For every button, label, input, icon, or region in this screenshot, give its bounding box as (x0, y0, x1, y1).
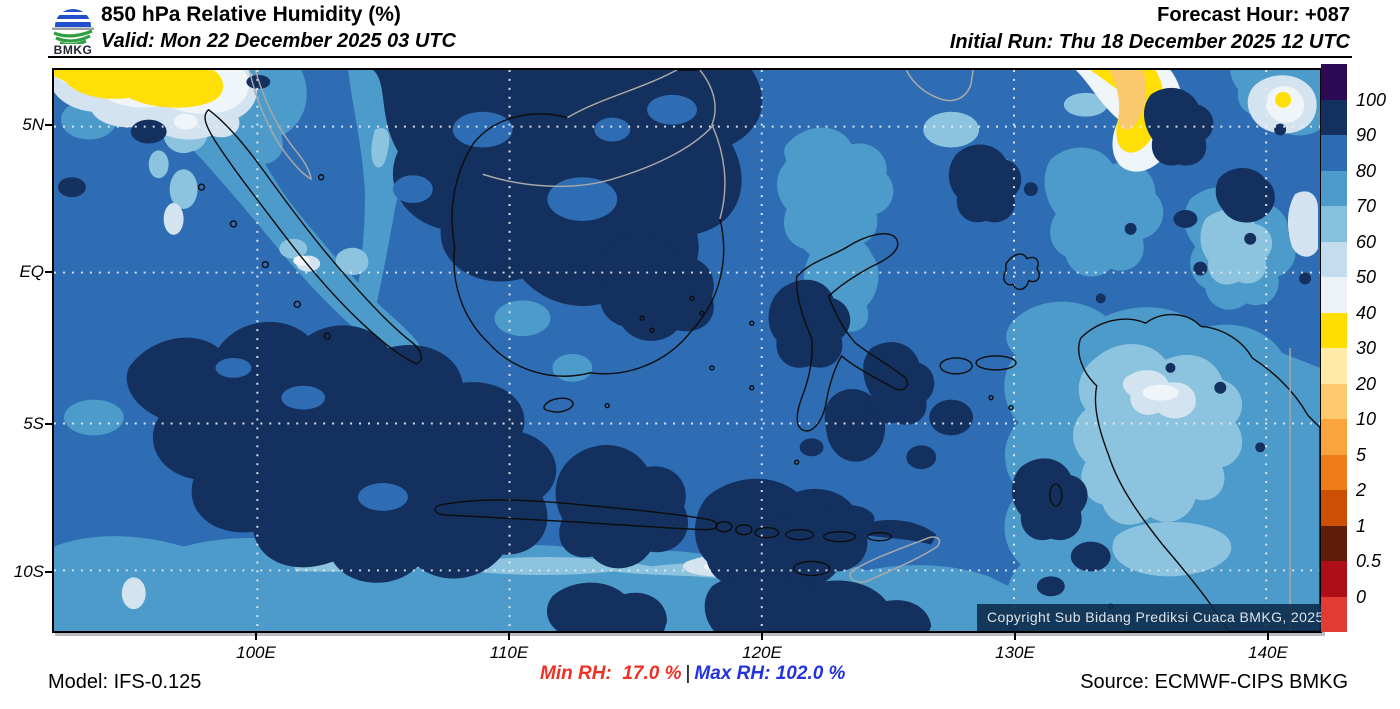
model-label: Model: IFS-0.125 (48, 671, 202, 693)
colorbar-tick-0: 0 (1356, 586, 1367, 607)
lat-tick-5S (45, 423, 52, 425)
colorbar-block-9 (1321, 383, 1347, 419)
lon-tick-140E (1267, 633, 1269, 640)
colorbar-tick-90: 90 (1356, 125, 1377, 145)
lat-label-EQ: EQ (19, 262, 44, 281)
colorbar-tick-60: 60 (1356, 231, 1377, 252)
lat-tick-10S (45, 571, 52, 573)
lat-tick-5N (45, 124, 52, 126)
source-label: Source: ECMWF-CIPS BMKG (1080, 671, 1348, 693)
colorbar-tick-10: 10 (1356, 409, 1377, 429)
colorbar-block-0 (1321, 64, 1347, 100)
valid-time: Valid: Mon 22 December 2025 03 UTC (101, 30, 456, 52)
colorbar-tick-80: 80 (1356, 160, 1377, 181)
rh-dry-layer (54, 70, 1292, 153)
colorbar (1321, 64, 1347, 632)
colorbar-block-12 (1321, 490, 1347, 526)
initial-run: Initial Run: Thu 18 December 2025 12 UTC (949, 31, 1350, 53)
lon-label-120E: 120E (742, 643, 782, 662)
colorbar-tick-2: 2 (1356, 480, 1367, 500)
lat-label-10S: 10S (13, 562, 44, 581)
lat-tick-EQ (45, 271, 52, 273)
colorbar-tick-1: 1 (1356, 515, 1367, 536)
copyright-overlay: Copyright Sub Bidang Prediksi Cuaca BMKG… (977, 604, 1321, 631)
colorbar-block-11 (1321, 454, 1347, 490)
colorbar-tick-30: 30 (1356, 338, 1377, 358)
bmkg-logo: BMKG (46, 0, 100, 58)
lon-tick-100E (255, 633, 257, 640)
colorbar-block-2 (1321, 135, 1347, 171)
lon-tick-120E (761, 633, 763, 640)
lon-tick-130E (1014, 633, 1016, 640)
colorbar-block-10 (1321, 419, 1347, 455)
bmkg-logo-label: BMKG (53, 43, 93, 57)
colorbar-tick-50: 50 (1356, 267, 1377, 287)
minmax-separator: | (685, 663, 691, 684)
header-divider (48, 56, 1352, 58)
rh-navy-specks (1023, 123, 1312, 453)
lon-tick-110E (508, 633, 510, 640)
lon-label-100E: 100E (236, 643, 276, 662)
map-canvas (54, 70, 1320, 631)
colorbar-block-1 (1321, 99, 1347, 135)
page-title: 850 hPa Relative Humidity (%) (101, 3, 401, 26)
foreign-border-layer (248, 70, 1291, 631)
colorbar-block-15 (1321, 596, 1347, 632)
colorbar-block-4 (1321, 206, 1347, 242)
lon-label-140E: 140E (1248, 643, 1288, 662)
lon-label-130E: 130E (995, 643, 1035, 662)
colorbar-block-13 (1321, 525, 1347, 561)
bmkg-logo-graphic (52, 9, 94, 47)
lon-label-110E: 110E (489, 643, 529, 662)
map-frame (52, 68, 1322, 633)
forecast-hour: Forecast Hour: +087 (1157, 4, 1350, 26)
colorbar-tick-20: 20 (1356, 373, 1377, 394)
colorbar-tick-0.5: 0.5 (1356, 551, 1382, 571)
colorbar-tick-70: 70 (1356, 196, 1377, 216)
colorbar-block-6 (1321, 277, 1347, 313)
colorbar-block-3 (1321, 170, 1347, 206)
lat-label-5S: 5S (23, 414, 44, 433)
min-rh-label: Min RH: 17.0 % (540, 663, 682, 684)
colorbar-block-7 (1321, 312, 1347, 348)
max-rh-label: Max RH: 102.0 % (694, 663, 846, 684)
minmax-line: Min RH: 17.0 % | Max RH: 102.0 % (540, 663, 845, 685)
colorbar-block-5 (1321, 241, 1347, 277)
colorbar-block-14 (1321, 561, 1347, 597)
colorbar-tick-40: 40 (1356, 302, 1377, 323)
colorbar-tick-5: 5 (1356, 444, 1367, 465)
rh-60-70-layer (148, 92, 1273, 582)
colorbar-block-8 (1321, 348, 1347, 384)
lat-label-5N: 5N (22, 115, 44, 134)
colorbar-tick-100: 100 (1356, 89, 1387, 110)
rh-80-90-detail-layer (215, 94, 697, 511)
